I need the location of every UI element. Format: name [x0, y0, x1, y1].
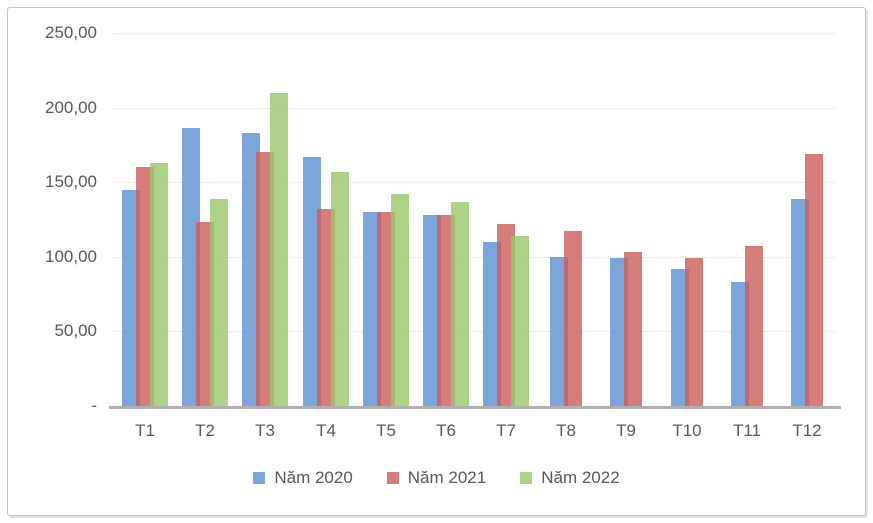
bar-n-m-2020-t9[interactable]: [610, 258, 628, 406]
bar-n-m-2020-t10[interactable]: [671, 269, 689, 406]
bar-n-m-2020-t7[interactable]: [483, 242, 501, 406]
bar-n-m-2021-t8[interactable]: [564, 231, 582, 406]
bar-n-m-2021-t3[interactable]: [256, 152, 274, 406]
x-axis-category-label: T6: [436, 421, 456, 440]
legend-item-n-m-2020[interactable]: Năm 2020: [253, 468, 353, 488]
x-axis-category-label: T8: [556, 421, 576, 440]
x-axis-line: [109, 406, 841, 409]
y-axis-tick-label: 250,00: [45, 23, 97, 42]
legend-item-n-m-2021[interactable]: Năm 2021: [386, 468, 487, 488]
bar-n-m-2021-t10[interactable]: [685, 258, 703, 406]
bar-n-m-2021-t1[interactable]: [136, 167, 154, 406]
y-axis-tick-label: -: [91, 396, 97, 415]
bar-n-m-2022-t7[interactable]: [511, 236, 529, 406]
bar-n-m-2022-t5[interactable]: [391, 194, 409, 406]
x-axis-category-label: T10: [672, 421, 702, 440]
bar-n-m-2020-t1[interactable]: [122, 190, 140, 406]
gridline: [113, 33, 835, 34]
x-axis-category-label: T3: [255, 421, 275, 440]
y-axis-tick-label: 100,00: [45, 247, 97, 266]
y-axis-tick-label: 150,00: [45, 172, 97, 191]
bar-n-m-2022-t4[interactable]: [331, 172, 349, 406]
bar-n-m-2020-t8[interactable]: [550, 257, 568, 406]
legend-item-n-m-2022[interactable]: Năm 2022: [520, 468, 620, 488]
x-axis-category-label: T2: [195, 421, 215, 440]
bar-n-m-2022-t6[interactable]: [451, 202, 469, 406]
bar-n-m-2021-t4[interactable]: [317, 209, 335, 406]
bar-n-m-2020-t4[interactable]: [303, 157, 321, 406]
legend-color-swatch: [253, 472, 266, 484]
x-axis-category-label: T5: [376, 421, 396, 440]
bar-n-m-2020-t6[interactable]: [423, 215, 441, 406]
legend-label: Năm 2022: [541, 468, 620, 487]
bar-n-m-2021-t12[interactable]: [805, 154, 823, 406]
legend: Năm 2020 Năm 2021 Năm 2022: [0, 468, 873, 488]
x-axis-category-label: T7: [496, 421, 516, 440]
bar-n-m-2021-t9[interactable]: [624, 252, 642, 406]
bar-n-m-2020-t5[interactable]: [363, 212, 381, 406]
legend-color-swatch: [386, 472, 399, 484]
bar-n-m-2020-t3[interactable]: [242, 133, 260, 406]
legend-color-swatch: [520, 472, 533, 484]
gridline: [113, 182, 835, 183]
bar-n-m-2022-t2[interactable]: [210, 199, 228, 406]
bar-n-m-2021-t11[interactable]: [745, 246, 763, 406]
gridline: [113, 331, 835, 332]
legend-label: Năm 2021: [407, 468, 487, 487]
bar-n-m-2021-t7[interactable]: [497, 224, 515, 406]
x-axis-category-label: T12: [792, 421, 822, 440]
x-axis-category-label: T11: [732, 421, 762, 440]
bar-n-m-2021-t6[interactable]: [437, 215, 455, 406]
x-axis-category-label: T9: [616, 421, 636, 440]
bar-n-m-2022-t3[interactable]: [270, 93, 288, 406]
gridline: [113, 108, 835, 109]
legend-label: Năm 2020: [274, 468, 353, 487]
gridline: [113, 257, 835, 258]
x-axis-category-label: T1: [135, 421, 155, 440]
bar-n-m-2021-t5[interactable]: [377, 212, 395, 406]
bar-n-m-2020-t11[interactable]: [731, 282, 749, 406]
bar-n-m-2020-t12[interactable]: [791, 199, 809, 406]
bar-n-m-2021-t2[interactable]: [196, 222, 214, 406]
y-axis-tick-label: 200,00: [45, 98, 97, 117]
bar-n-m-2020-t2[interactable]: [182, 128, 200, 406]
bar-n-m-2022-t1[interactable]: [150, 163, 168, 406]
y-axis-tick-label: 50,00: [54, 321, 97, 340]
x-axis-category-label: T4: [316, 421, 336, 440]
